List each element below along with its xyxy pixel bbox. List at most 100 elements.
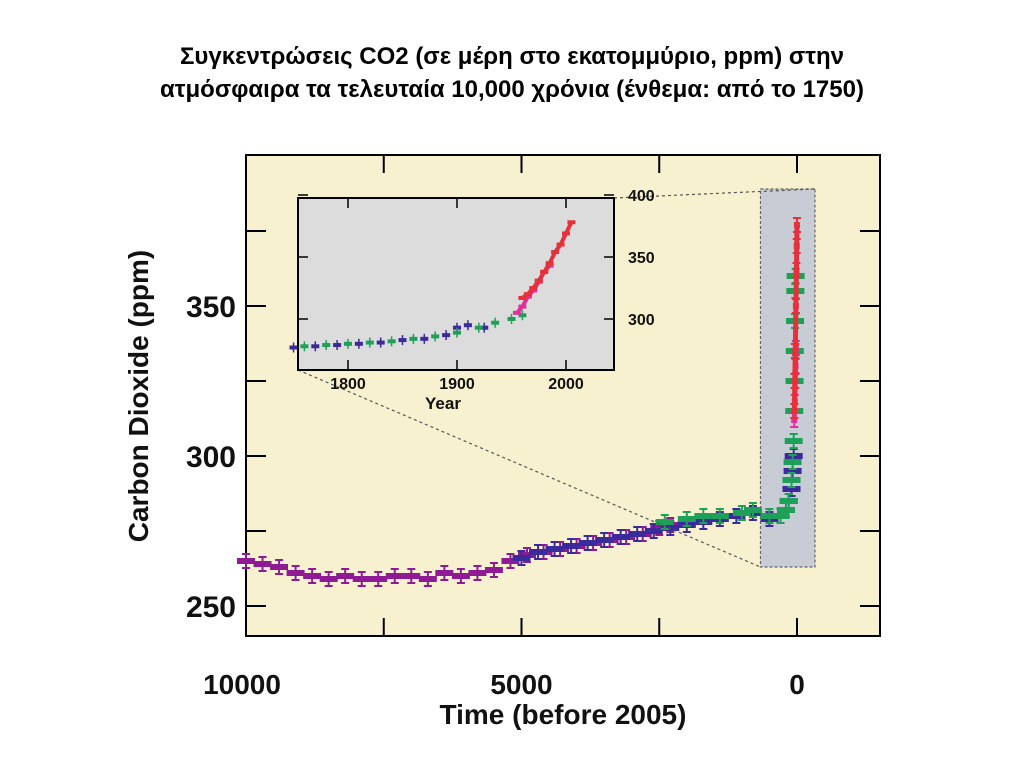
data-point (694, 508, 713, 524)
data-point (792, 262, 801, 278)
y-tick-label: 250 (186, 591, 236, 624)
inset-data-point (518, 310, 527, 321)
inset-data-point (523, 294, 532, 299)
data-point (484, 562, 503, 578)
inset-data-point (442, 330, 451, 341)
inset-data-point-body (562, 231, 570, 236)
slide-title-line-1: Συγκεντρώσεις CO2 (σε μέρη στο εκατομμύρ… (180, 43, 844, 70)
inset-data-point (453, 327, 461, 338)
inset-data-point (333, 340, 342, 351)
inset-data-point (289, 342, 298, 353)
data-point (270, 559, 289, 575)
data-point (529, 544, 548, 560)
data-point (783, 454, 802, 470)
inset-data-point (556, 242, 565, 247)
x-tick-label: 10000 (203, 669, 281, 700)
data-point (710, 508, 729, 524)
inset-data-point (311, 341, 320, 352)
data-point (595, 532, 614, 548)
data-point (501, 553, 520, 569)
inset-series-1 (300, 310, 527, 352)
inset-data-point (376, 337, 385, 348)
x-tick-label: 0 (789, 669, 805, 700)
inset-data-point (480, 322, 489, 333)
inset-data-point-body (556, 242, 565, 247)
x-axis-label: Time (before 2005) (440, 699, 687, 730)
slide-title: Συγκεντρώσεις CO2 (σε μέρη στο εκατομμύρ… (0, 40, 1024, 106)
inset-plot-area (297, 197, 615, 371)
inset-y-tick-label: 400 (628, 188, 655, 205)
data-point (760, 508, 779, 524)
inset-data-point (518, 304, 527, 309)
inset-data-point-body (567, 220, 576, 225)
inset-data-point (540, 269, 549, 274)
data-point (779, 493, 798, 509)
inset-data-point (529, 286, 538, 290)
inset-data-point-body (523, 292, 532, 297)
inset-data-point (507, 314, 516, 324)
data-point (677, 511, 696, 527)
inset-y-tick-label: 300 (628, 312, 655, 329)
inset-data-point (300, 341, 309, 352)
inset-data-point (398, 335, 407, 346)
inset-data-point (463, 320, 472, 331)
inset-x-tick-label: 1800 (330, 376, 366, 393)
inset-data-point (545, 261, 554, 266)
inset-data-point-body (512, 310, 521, 315)
data-point (352, 571, 371, 587)
inset-data-point-body (518, 295, 527, 300)
inset-data-point (518, 295, 527, 300)
data-point (369, 571, 388, 587)
data-point (562, 538, 581, 554)
data-point (545, 541, 564, 557)
inset-data-point-body (534, 278, 543, 283)
data-point (791, 298, 800, 314)
data-point (743, 502, 762, 518)
inset-x-axis-label: Year (425, 394, 461, 413)
inset-x-tick-label: 2000 (548, 376, 584, 393)
data-point (732, 505, 751, 521)
data-point (336, 568, 355, 584)
data-point (385, 568, 404, 584)
data-point (418, 571, 437, 587)
inset-series-line (521, 221, 574, 300)
inset-data-point (534, 278, 543, 283)
data-point (435, 565, 454, 581)
inset-data-point (344, 338, 352, 349)
data-point (784, 433, 803, 449)
inset-data-point-body (523, 294, 532, 299)
inset-data-point (551, 250, 560, 255)
inset-data-point (491, 317, 500, 328)
inset-data-point (409, 333, 418, 344)
data-point (303, 568, 322, 584)
inset-data-point (474, 322, 483, 333)
inset-chart: 300 350 400 1800 1900 2000 Year (289, 188, 816, 568)
main-series-4 (790, 217, 801, 419)
data-point (782, 472, 801, 488)
inset-x-tick-label: 1900 (439, 376, 475, 393)
data-point (237, 553, 255, 569)
data-point (791, 343, 800, 359)
y-tick-label: 300 (186, 441, 236, 474)
data-point (790, 373, 799, 389)
inset-data-point-body (551, 250, 560, 255)
data-point (286, 565, 305, 581)
inset-data-point-body (545, 261, 554, 266)
y-tick-label: 350 (186, 291, 236, 324)
slide-title-line-2: ατμόσφαιρα τα τελευταία 10,000 χρόνια (έ… (160, 76, 864, 103)
inset-data-point (431, 331, 440, 342)
data-point (319, 571, 338, 587)
data-point (611, 529, 630, 545)
inset-data-point (562, 231, 570, 236)
inset-data-point (387, 336, 396, 347)
inset-data-point-body (529, 286, 538, 290)
data-point (402, 568, 421, 584)
data-point (253, 556, 272, 572)
data-point (790, 403, 799, 419)
data-point (512, 550, 531, 566)
data-point (628, 526, 647, 542)
data-point (792, 217, 801, 233)
y-axis-label: Carbon Dioxide (ppm) (123, 250, 154, 542)
inset-data-point-body (518, 304, 527, 309)
data-point (578, 535, 597, 551)
